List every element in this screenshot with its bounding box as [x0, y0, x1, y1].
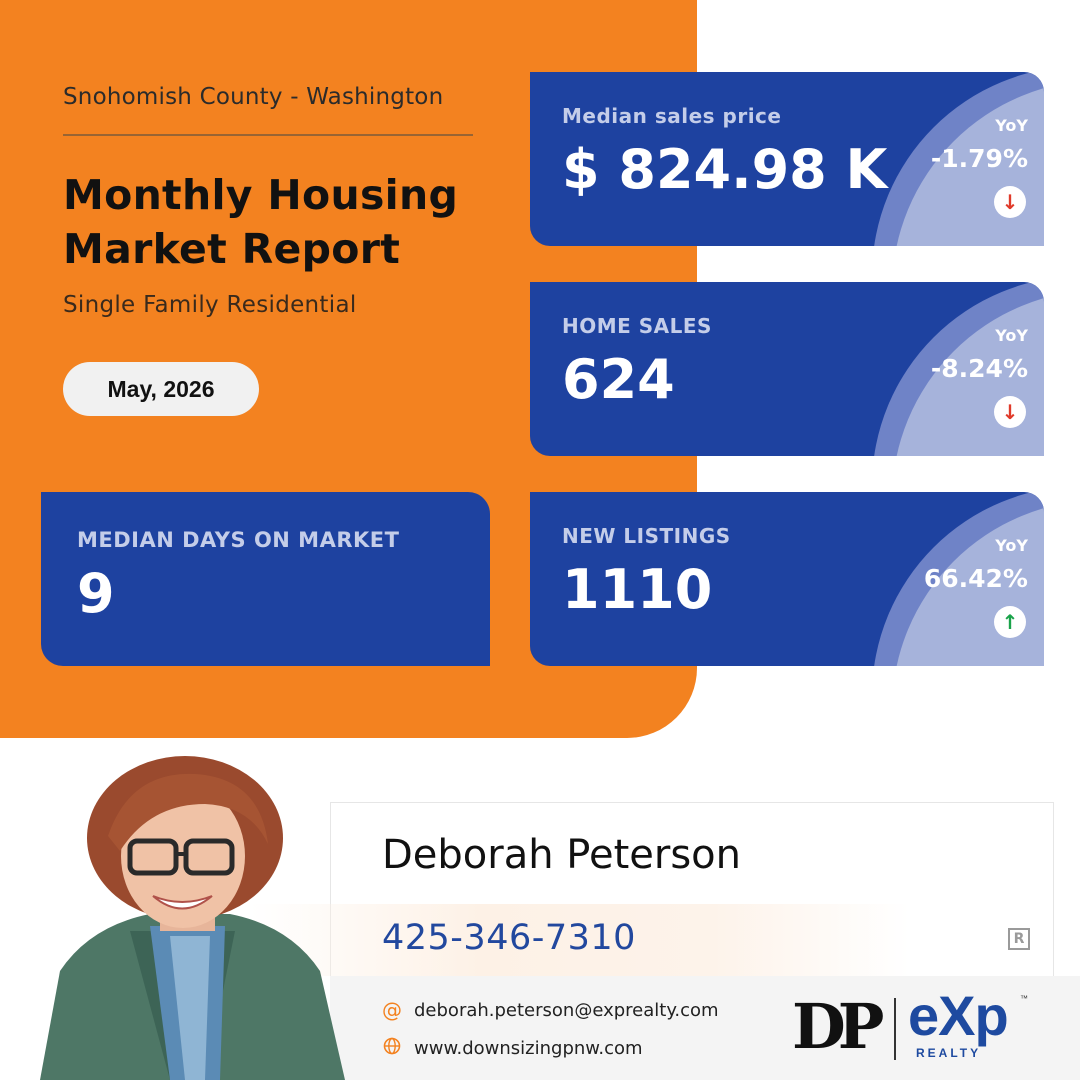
- agent-email[interactable]: deborah.peterson@exprealty.com: [414, 999, 719, 1021]
- days-on-market-card: MEDIAN DAYS ON MARKET 9: [41, 492, 490, 666]
- arrow-down-icon: ↓: [994, 186, 1026, 218]
- metric-value: 624: [562, 348, 675, 411]
- email-row[interactable]: @ deborah.peterson@exprealty.com: [382, 998, 719, 1022]
- report-title: Monthly Housing Market Report: [63, 171, 459, 273]
- new-listings-card: NEW LISTINGS 1110 YoY 66.42% ↑: [530, 492, 1044, 666]
- metric-label: Median sales price: [562, 104, 782, 128]
- median-price-card: Median sales price $ 824.98 K YoY -1.79%…: [530, 72, 1044, 246]
- header-divider: [63, 134, 473, 136]
- metric-label: NEW LISTINGS: [562, 524, 731, 548]
- logo-divider: [894, 998, 896, 1060]
- yoy-label: YoY: [995, 116, 1028, 135]
- at-icon: @: [382, 998, 402, 1022]
- yoy-value: -1.79%: [930, 144, 1028, 173]
- phone-highlight-band: [250, 904, 910, 976]
- metric-label: HOME SALES: [562, 314, 712, 338]
- exp-logo: eXp: [908, 984, 1009, 1047]
- agent-photo: [40, 756, 345, 1080]
- metric-value: 9: [77, 562, 115, 625]
- agent-phone[interactable]: 425-346-7310: [382, 918, 636, 958]
- agent-website[interactable]: www.downsizingpnw.com: [414, 1037, 643, 1059]
- globe-icon: [382, 1036, 402, 1060]
- yoy-value: 66.42%: [923, 564, 1028, 593]
- location-label: Snohomish County - Washington: [63, 84, 444, 110]
- exp-trademark: ™: [1020, 994, 1028, 1003]
- website-row[interactable]: www.downsizingpnw.com: [382, 1036, 643, 1060]
- metric-value: $ 824.98 K: [562, 138, 888, 201]
- yoy-label: YoY: [995, 536, 1028, 555]
- home-sales-card: HOME SALES 624 YoY -8.24% ↓: [530, 282, 1044, 456]
- metric-label: MEDIAN DAYS ON MARKET: [77, 528, 400, 552]
- contact-footer-band: [330, 976, 1080, 1080]
- agent-name: Deborah Peterson: [382, 832, 742, 878]
- dp-logo: DP: [792, 990, 884, 1063]
- realtor-icon: R: [1008, 928, 1030, 950]
- report-date-badge: May, 2026: [63, 362, 259, 416]
- arrow-down-icon: ↓: [994, 396, 1026, 428]
- report-subtitle: Single Family Residential: [63, 292, 357, 318]
- metric-value: 1110: [562, 558, 713, 621]
- exp-realty-label: REALTY: [916, 1046, 982, 1060]
- arrow-up-icon: ↑: [994, 606, 1026, 638]
- yoy-value: -8.24%: [930, 354, 1028, 383]
- yoy-label: YoY: [995, 326, 1028, 345]
